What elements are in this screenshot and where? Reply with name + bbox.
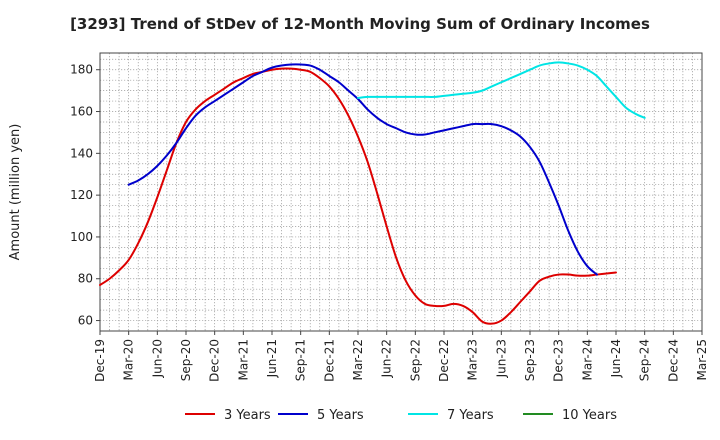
x-tick-label: Sep-22 — [408, 339, 422, 381]
x-tick-label: Dec-24 — [666, 339, 680, 382]
y-tick-label: 60 — [78, 314, 93, 328]
x-tick-label: Sep-23 — [523, 339, 537, 381]
y-axis-title: Amount (million yen) — [8, 124, 23, 261]
x-tick-label: Dec-20 — [208, 339, 222, 382]
y-tick-label: 160 — [70, 105, 93, 119]
x-tick-label: Mar-25 — [695, 339, 709, 380]
legend: 3 Years 5 Years 7 Years 10 Years — [185, 408, 617, 423]
x-axis: Dec-19 Mar-20 Jun-20 Sep-20 Dec-20 Mar-21 Jun-… — [93, 331, 709, 382]
series-line-7-years — [357, 61, 646, 119]
legend-label-7-years: 7 Years — [447, 408, 494, 423]
legend-label-10-years: 10 Years — [562, 408, 617, 423]
y-tick-label: 120 — [70, 188, 93, 202]
chart-title: [3293] Trend of StDev of 12-Month Moving… — [70, 15, 650, 33]
x-tick-label: Jun-20 — [150, 339, 164, 378]
y-tick-label: 80 — [78, 272, 93, 286]
x-tick-label: Mar-20 — [122, 339, 136, 380]
series-line-3-years — [99, 67, 617, 325]
x-tick-label: Jun-24 — [609, 339, 623, 378]
x-tick-label: Dec-22 — [437, 339, 451, 382]
x-tick-label: Dec-19 — [93, 339, 107, 382]
x-tick-label: Mar-23 — [466, 339, 480, 380]
legend-label-3-years: 3 Years — [224, 408, 271, 423]
y-tick-label: 100 — [70, 230, 93, 244]
x-tick-label: Mar-24 — [580, 339, 594, 380]
x-tick-label: Sep-20 — [179, 339, 193, 381]
series-layer — [99, 61, 646, 325]
plot-border — [99, 52, 703, 332]
x-tick-label: Mar-21 — [236, 339, 250, 380]
x-tick-label: Jun-21 — [265, 339, 279, 378]
x-tick-label: Sep-21 — [294, 339, 308, 381]
y-axis: 60 80 100 120 140 160 180 — [70, 63, 100, 328]
legend-label-5-years: 5 Years — [317, 408, 364, 423]
x-tick-label: Dec-21 — [322, 339, 336, 382]
x-tick-label: Jun-23 — [494, 339, 508, 378]
x-tick-label: Dec-23 — [552, 339, 566, 382]
x-tick-label: Mar-22 — [351, 339, 365, 380]
plot-frame — [99, 52, 703, 332]
y-tick-label: 180 — [70, 63, 93, 77]
series-line-5-years — [127, 63, 598, 276]
x-tick-label: Sep-24 — [638, 339, 652, 381]
x-tick-label: Jun-22 — [380, 339, 394, 378]
grid — [100, 53, 702, 331]
y-tick-label: 140 — [70, 146, 93, 160]
